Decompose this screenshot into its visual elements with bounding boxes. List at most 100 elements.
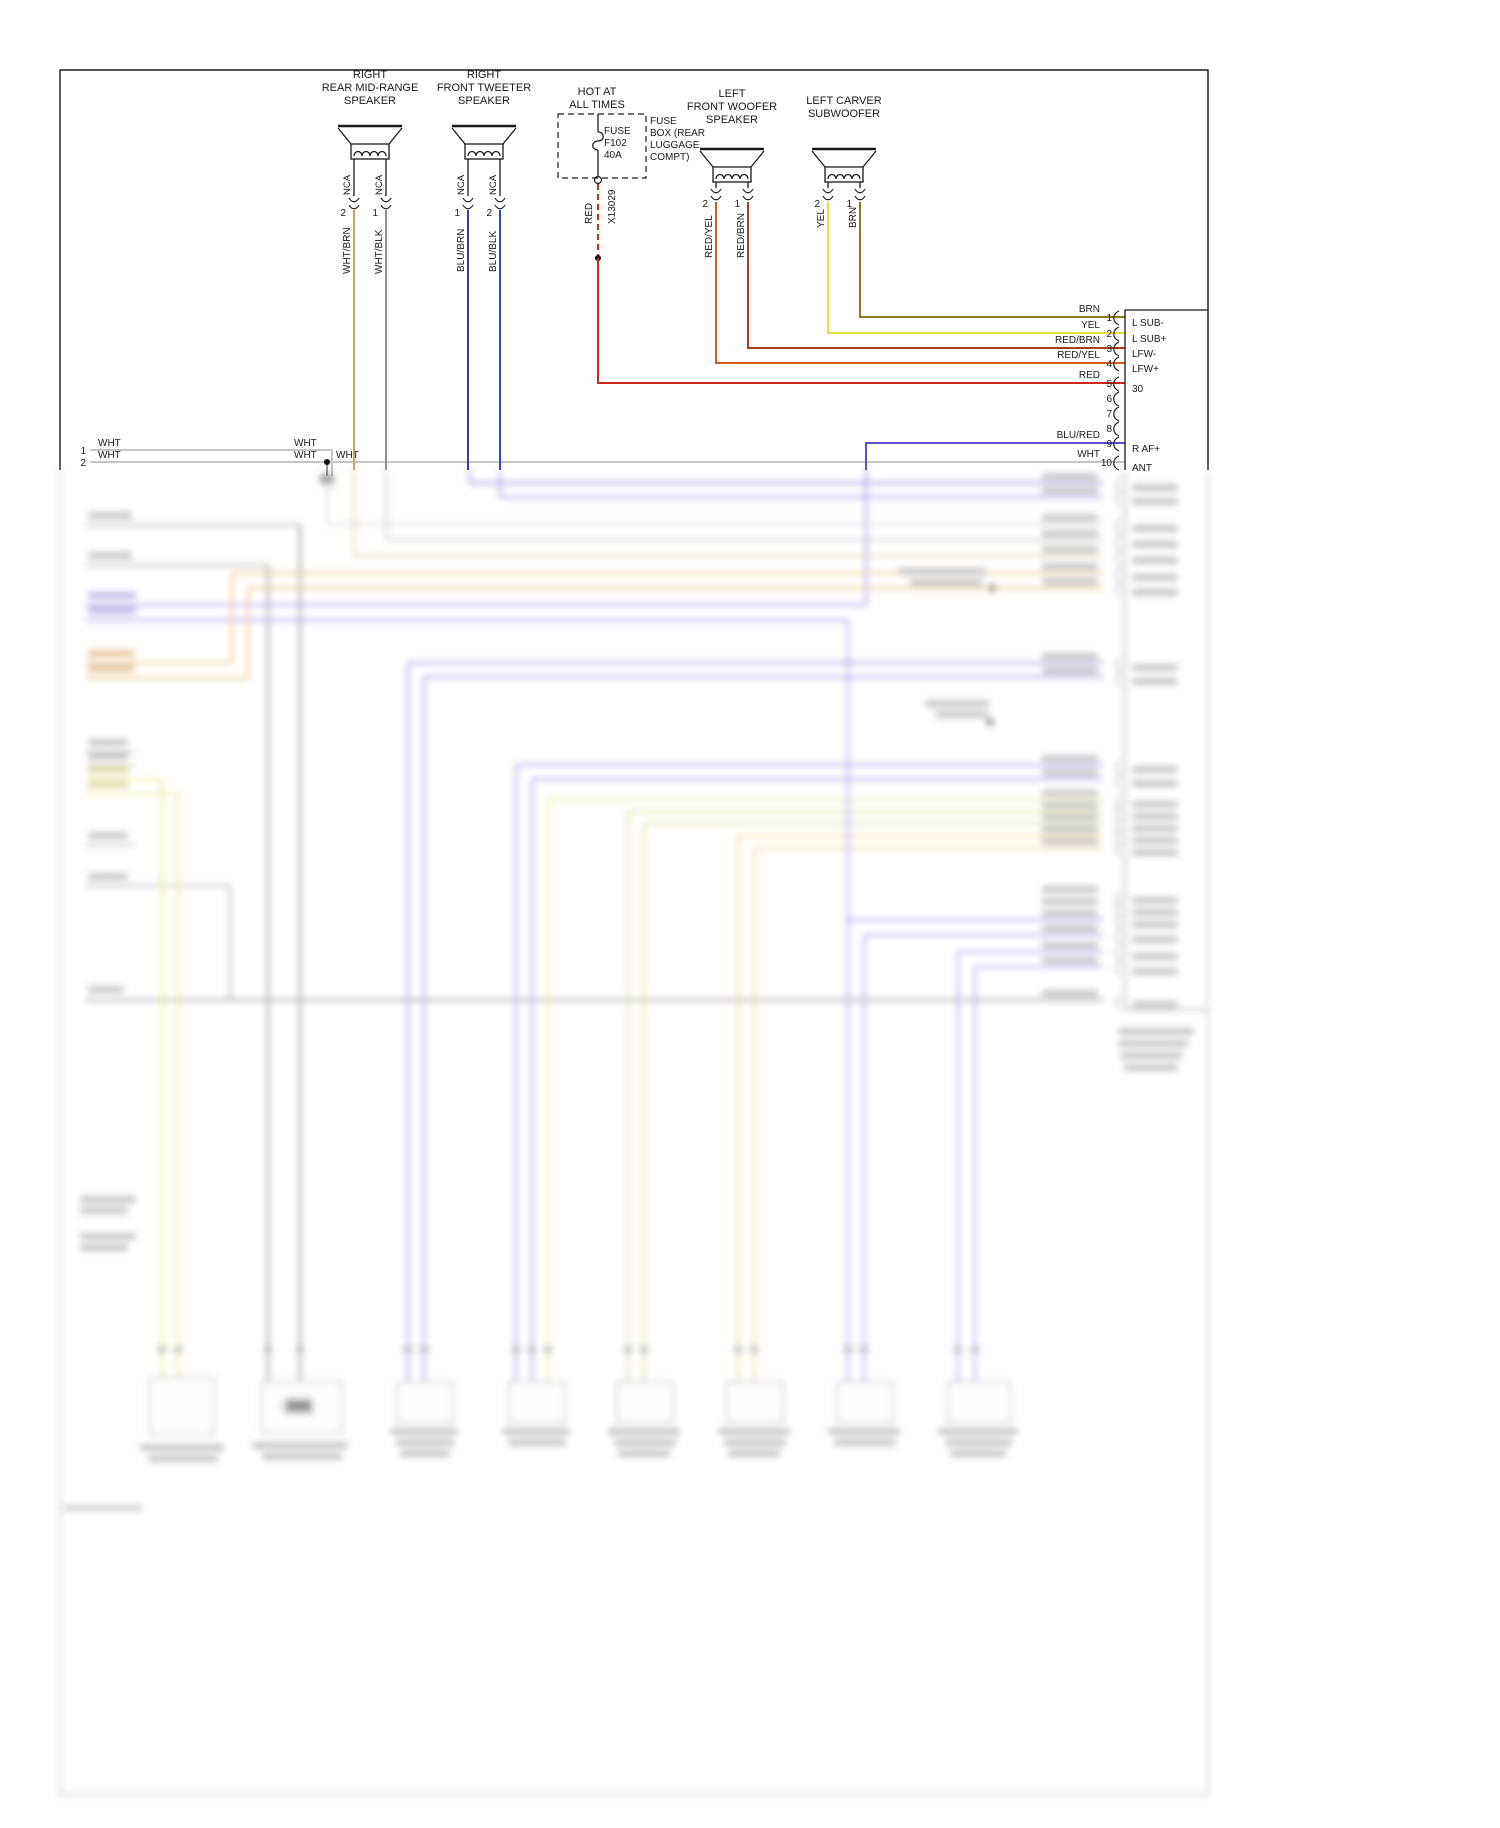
wire-color-label: BLU/BLK (488, 231, 499, 272)
component-title: SUBWOOFER (808, 108, 880, 120)
hot-label: ALL TIMES (569, 99, 625, 111)
wire-color-label: RED/BRN (736, 213, 747, 258)
fuse-label: FUSE (604, 126, 631, 137)
speaker-left-front-woofer: LEFT FRONT WOOFER SPEAKER 2 1 RED/YEL RE… (687, 88, 777, 258)
pin-number: 1 (846, 199, 852, 210)
wire-red-brn (747, 202, 1125, 349)
wire-color-label: WHT/BLK (374, 229, 385, 274)
terminal-label: NCA (342, 174, 353, 195)
pin-number: 7 (1106, 409, 1112, 420)
hot-label: HOT AT (578, 86, 617, 98)
fusebox-label: LUGGAGE (650, 140, 700, 151)
wire-color-label: BRN (1079, 304, 1100, 315)
fusebox-label: BOX (REAR (650, 128, 705, 139)
signal-label: LFW- (1132, 349, 1156, 360)
amplifier-connector: BRN YEL RED/BRN RED/YEL RED BLU/RED WHT … (1055, 304, 1208, 474)
blurred-horizontal-wires (232, 481, 1103, 969)
blurred-amplifier-connector (1041, 470, 1208, 1071)
fusebox-outline (557, 113, 647, 179)
pin-number: 9 (1106, 439, 1112, 450)
diagram-border-blurred (59, 470, 1209, 1796)
wire-red (597, 258, 1125, 384)
pin-number: 10 (1101, 458, 1113, 469)
wire-color-label: RED/BRN (1055, 335, 1100, 346)
component-title: RIGHT (467, 69, 502, 81)
wire-color-label: YEL (816, 209, 827, 228)
pin-number: 5 (1106, 379, 1112, 390)
sharp-section: 1 2 WHT WHT WHT WHT WHT RIGHT REAR M (59, 69, 1209, 476)
pin-number: 6 (1106, 394, 1112, 405)
component-title: SPEAKER (344, 95, 396, 107)
pin-number: 2 (1106, 329, 1112, 340)
wire-color-label: YEL (1081, 320, 1100, 331)
pin-number: 2 (814, 199, 820, 210)
component-title: RIGHT (353, 69, 388, 81)
component-title: SPEAKER (458, 95, 510, 107)
signal-label: ANT (1132, 463, 1152, 474)
wire-red-yel (715, 202, 1125, 364)
speaker-leads (467, 159, 501, 196)
wht-label: WHT (336, 450, 359, 461)
blurred-footnotes (64, 1196, 142, 1511)
wire-color-label: WHT/BRN (342, 227, 353, 274)
terminal-label: NCA (488, 174, 499, 195)
wire-color-label: RED (584, 203, 595, 224)
terminal-label: NCA (374, 174, 385, 195)
blurred-bottom-connectors (140, 1377, 1018, 1462)
speaker-leads (715, 182, 749, 188)
pin-number: 4 (1106, 359, 1112, 370)
wire-color-label: BRN (848, 207, 859, 228)
junction-dot (324, 459, 330, 465)
pin-number: 1 (734, 199, 740, 210)
wire-color-label: BLU/RED (1057, 430, 1100, 441)
left-pin-1: 1 (80, 446, 86, 457)
speaker-right-front-tweeter: RIGHT FRONT TWEETER SPEAKER NCA NCA 1 2 … (437, 69, 531, 272)
blurred-terminal-marks (158, 1346, 979, 1353)
wire-color-label: RED/YEL (704, 215, 715, 258)
signal-label: 30 (1132, 384, 1144, 395)
wht-label: WHT (294, 438, 317, 449)
fuse-box: HOT AT ALL TIMES FUSE F102 40A FUSE BOX … (557, 86, 705, 224)
pin-number: 1 (1106, 313, 1112, 324)
wires (353, 184, 1125, 470)
pin-number: 2 (486, 208, 492, 219)
pin-number: 2 (702, 199, 708, 210)
speaker-left-carver-subwoofer: LEFT CARVER SUBWOOFER 2 1 YEL BRN (806, 95, 881, 228)
wire-wht-row1 (90, 449, 333, 476)
left-pin-2: 2 (80, 458, 86, 469)
wht-label: WHT (98, 438, 121, 449)
component-title: SPEAKER (706, 114, 758, 126)
wire-blu-red (865, 442, 1125, 470)
wire-color-label: RED (1079, 370, 1100, 381)
connector-id-label: X13029 (607, 189, 618, 224)
wire-color-label: RED/YEL (1057, 350, 1100, 361)
connector-terminal-icon (593, 175, 603, 185)
fusebox-label: COMPT) (650, 152, 689, 163)
fusebox-label: FUSE (650, 116, 677, 127)
wire-yel (827, 202, 1125, 334)
signal-label: R AF+ (1132, 444, 1160, 455)
speaker-right-rear-midrange: RIGHT REAR MID-RANGE SPEAKER NCA NCA 2 1… (322, 69, 419, 274)
pin-number: 1 (454, 208, 460, 219)
connector-box-outline (1124, 309, 1208, 470)
wire-brn (859, 202, 1125, 318)
terminal-label: NCA (456, 174, 467, 195)
component-title: FRONT TWEETER (437, 82, 531, 94)
left-wht-rows: 1 2 WHT WHT WHT WHT WHT (80, 438, 1125, 476)
component-title: REAR MID-RANGE (322, 82, 419, 94)
signal-label: L SUB+ (1132, 334, 1167, 345)
pin-number: 2 (340, 208, 346, 219)
blurred-notes (898, 568, 996, 726)
signal-label: LFW+ (1132, 364, 1159, 375)
blurred-section (59, 468, 1209, 1796)
pin-number: 8 (1106, 424, 1112, 435)
pin-number: 3 (1106, 344, 1112, 355)
wire-color-label: BLU/BRN (456, 229, 467, 272)
wht-label: WHT (294, 450, 317, 461)
fuse-icon (592, 131, 604, 151)
fuse-label: 40A (604, 150, 622, 161)
component-title: FRONT WOOFER (687, 101, 777, 113)
